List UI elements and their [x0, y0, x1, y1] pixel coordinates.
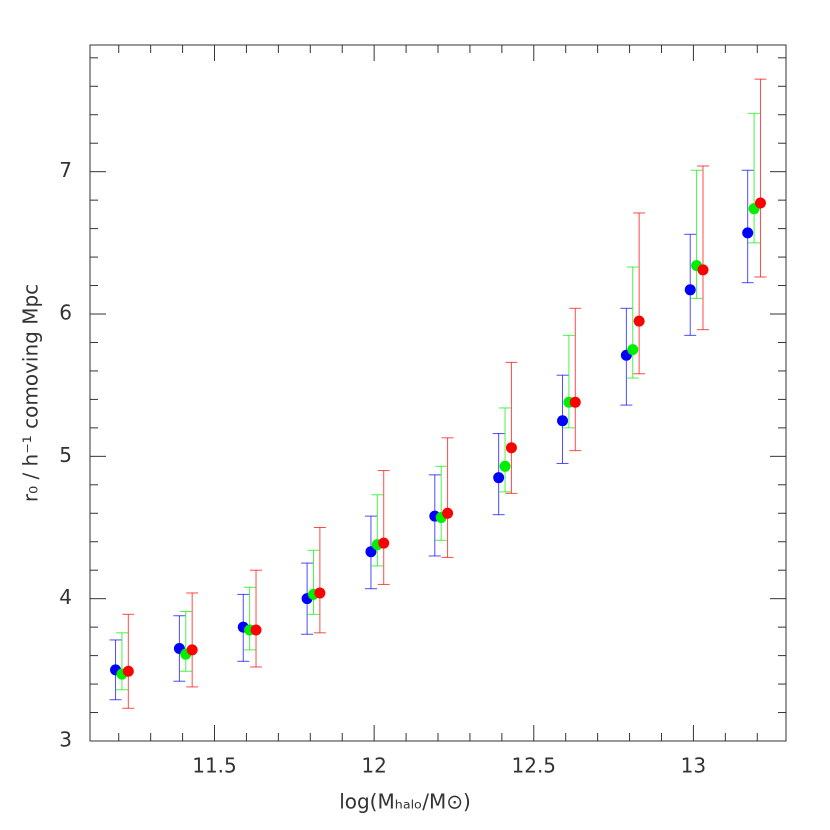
y-tick-label: 4: [59, 585, 72, 609]
point: [697, 264, 709, 276]
point: [378, 537, 390, 549]
plot-frame: [89, 44, 787, 742]
point: [754, 197, 766, 209]
y-axis-label: r₀ / h⁻¹ comoving Mpc: [19, 284, 43, 502]
y-tick-label: 5: [59, 443, 72, 467]
point: [314, 587, 326, 599]
point: [505, 442, 517, 454]
point: [742, 227, 754, 239]
point: [250, 624, 262, 636]
x-tick-label: 12: [361, 754, 386, 778]
point: [627, 344, 639, 356]
y-tick-label: 6: [59, 301, 72, 325]
point: [569, 396, 581, 408]
y-tick-label: 3: [59, 728, 72, 752]
y-tick-label: 7: [59, 158, 72, 182]
x-tick-label: 12.5: [512, 754, 557, 778]
point: [557, 415, 569, 427]
point: [493, 472, 505, 484]
point: [633, 315, 645, 327]
x-tick-label: 11.5: [192, 754, 237, 778]
point: [499, 460, 511, 472]
point: [684, 284, 696, 296]
x-axis-label: log(Mₕₐₗₒ/M⊙): [339, 790, 471, 814]
x-tick-label: 13: [681, 754, 706, 778]
point: [365, 546, 377, 558]
point: [442, 507, 454, 519]
point: [122, 665, 134, 677]
point: [186, 644, 198, 656]
